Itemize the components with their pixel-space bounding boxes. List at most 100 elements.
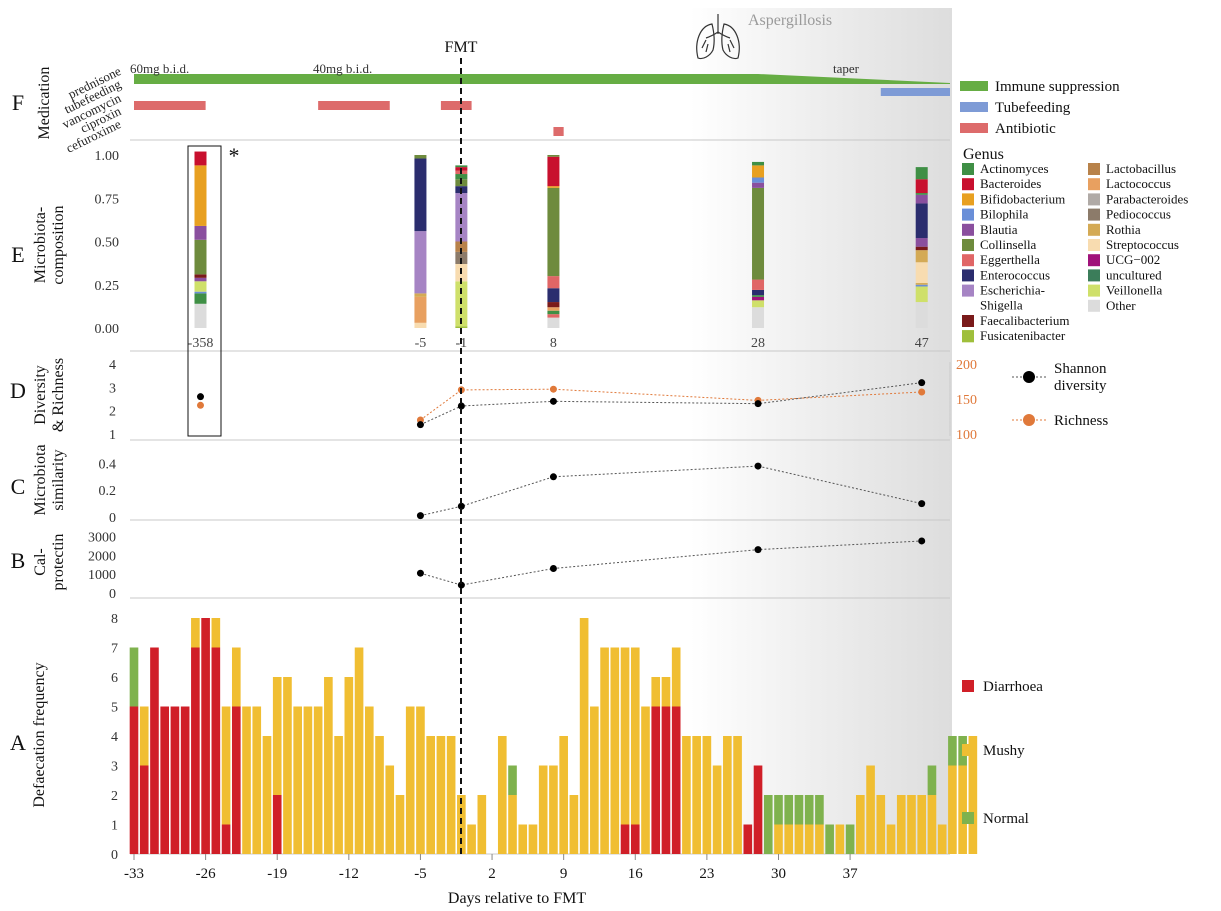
- y2-tick-label: 100: [956, 428, 977, 443]
- frequency-bar-segment: [416, 706, 425, 854]
- frequency-bar-segment: [907, 795, 916, 854]
- x-tick-label: 23: [699, 866, 714, 882]
- frequency-bar-segment: [876, 795, 886, 854]
- frequency-bar-segment: [538, 765, 548, 854]
- frequency-bar-segment: [191, 647, 200, 854]
- frequency-bar-segment: [774, 795, 783, 825]
- genus-legend-label: Faecalibacterium: [980, 313, 1070, 328]
- frequency-bar-segment: [436, 736, 446, 854]
- frequency-bar-segment: [856, 795, 865, 854]
- frequency-bar-segment: [948, 736, 957, 766]
- shannon-point: [196, 393, 204, 401]
- genus-legend-label: Bacteroides: [980, 176, 1041, 191]
- frequency-bar-segment: [375, 736, 384, 854]
- frequency-bar-segment: [231, 706, 241, 854]
- frequency-bar-segment: [579, 618, 589, 854]
- panel-letter-c: C: [11, 474, 26, 499]
- frequency-bar-segment: [395, 795, 405, 854]
- frequency-bar-segment: [477, 795, 487, 854]
- frequency-bar-segment: [743, 824, 753, 854]
- composition-bar-segment: [194, 239, 207, 275]
- frequency-bar-segment: [201, 618, 210, 854]
- composition-bar-segment: [547, 156, 560, 187]
- x-tick-label: 30: [771, 866, 786, 882]
- defaecation-legend-label: Mushy: [983, 743, 1025, 759]
- composition-bar-segment: [752, 289, 765, 296]
- calprotectin-point: [549, 564, 557, 572]
- panel-title-calprotectin: protectin: [50, 534, 67, 591]
- composition-bar-segment: [547, 307, 560, 311]
- fmt-label: FMT: [445, 39, 478, 56]
- frequency-bar-segment: [191, 618, 200, 648]
- panel-title-composition: composition: [50, 205, 67, 284]
- shannon-legend-label: Shannon: [1054, 361, 1107, 377]
- composition-bar-segment: [547, 310, 560, 315]
- composition-bar-segment: [194, 303, 207, 328]
- defaecation-legend-label: Normal: [983, 811, 1029, 827]
- x-tick-label: -33: [124, 866, 144, 882]
- composition-bar-segment: [915, 193, 928, 195]
- frequency-bar-segment: [712, 765, 722, 854]
- frequency-bar-segment: [784, 824, 794, 854]
- frequency-bar-segment: [815, 795, 824, 825]
- composition-bar-segment: [455, 241, 468, 252]
- composition-bar-segment: [194, 277, 207, 282]
- composition-bar-segment: [194, 274, 207, 278]
- medication-legend-label: Antibiotic: [995, 121, 1056, 137]
- x-tick-label: 9: [560, 866, 568, 882]
- genus-legend-swatch: [962, 315, 974, 327]
- frequency-bar-segment: [457, 795, 466, 854]
- composition-bar-segment: [915, 179, 928, 194]
- composition-bar-segment: [547, 317, 560, 328]
- frequency-bar-segment: [671, 706, 681, 854]
- genus-legend-swatch: [1088, 299, 1100, 312]
- genus-legend-title: Genus: [963, 146, 1004, 163]
- composition-bar-segment: [547, 187, 560, 277]
- baseline-sample-box: [187, 145, 222, 437]
- genus-legend-swatch: [1088, 208, 1100, 221]
- frequency-bar-segment: [262, 736, 272, 854]
- composition-bar-segment: [455, 193, 468, 242]
- genus-legend-label: Veillonella: [1106, 283, 1163, 298]
- frequency-bar-segment: [272, 795, 282, 854]
- medication-legend-swatch: [960, 102, 988, 112]
- defaecation-frequency-panel: A Defaecation frequency 0 1 2 3 4 5 6 7 8: [10, 612, 978, 863]
- defaecation-legend-swatch: [962, 744, 974, 756]
- composition-bar-segment: [547, 314, 560, 318]
- genus-legend-swatch: [1088, 193, 1100, 206]
- y-tick-label: 3000: [88, 530, 116, 545]
- shannon-point: [754, 400, 762, 408]
- composition-bar-segment: [414, 231, 427, 294]
- panel-title-similarity: Microbiota: [32, 444, 49, 515]
- x-tick-label: 16: [628, 866, 644, 882]
- genus-legend-swatch: [962, 193, 974, 206]
- antibiotic-bar: [440, 101, 472, 110]
- composition-bar-segment: [414, 158, 427, 232]
- lungs-icon: [696, 14, 740, 60]
- genus-legend-label: Streptococcus: [1106, 237, 1179, 252]
- similarity-point: [549, 473, 557, 481]
- antibiotic-bar: [553, 127, 564, 136]
- frequency-bar-segment: [620, 647, 630, 825]
- frequency-bar-segment: [426, 736, 435, 854]
- defaecation-legend-label: Diarrhoea: [983, 679, 1043, 695]
- panel-title-similarity: similarity: [50, 449, 67, 510]
- frequency-bar-segment: [917, 795, 927, 854]
- genus-legend-label: Shigella: [980, 298, 1023, 313]
- prednisone-bar: [134, 74, 950, 84]
- frequency-bar-segment: [682, 736, 691, 854]
- composition-bar-segment: [547, 186, 560, 188]
- dose-label: taper: [833, 61, 860, 76]
- composition-bar-segment: [194, 165, 207, 226]
- frequency-bar-segment: [661, 706, 671, 854]
- similarity-point: [416, 512, 424, 520]
- frequency-bar-segment: [651, 706, 661, 854]
- genus-legend-label: Bilophila: [980, 207, 1029, 222]
- frequency-bar-segment: [968, 736, 978, 854]
- composition-bar-segment: [752, 295, 765, 297]
- x-tick-label: -19: [267, 866, 287, 882]
- defaecation-legend-swatch: [962, 680, 974, 692]
- frequency-bar-segment: [446, 736, 456, 854]
- aspergillosis-label: Aspergillosis: [748, 12, 832, 29]
- y-tick-label: 0.4: [99, 457, 117, 472]
